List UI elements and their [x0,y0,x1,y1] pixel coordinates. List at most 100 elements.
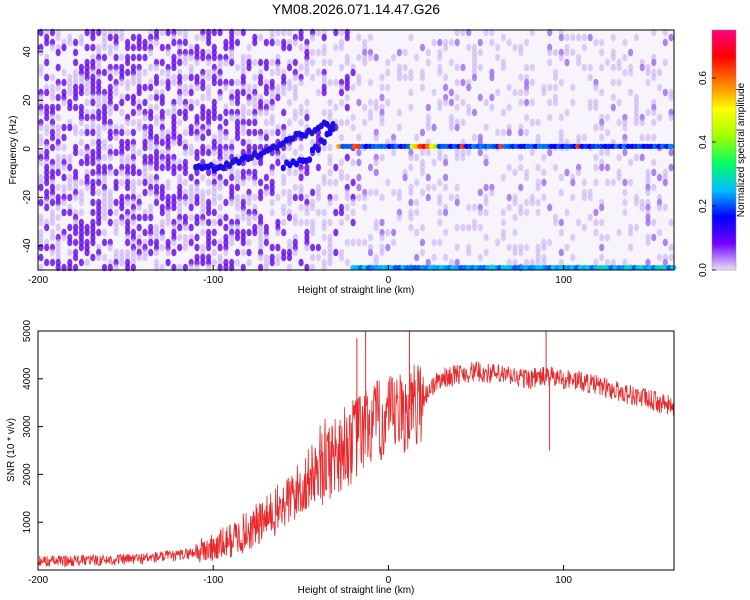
spectrogram-cell [437,38,443,47]
spectrogram-cell [73,228,79,237]
spectrogram-cell [628,178,634,187]
spectrogram-cell [136,148,142,157]
spectrogram-cell [44,243,50,252]
spectrogram-cell [263,108,269,117]
spectrogram-cell [55,213,61,222]
spectrogram-cell [130,43,136,52]
spectrogram-cell [419,223,426,232]
spectrogram-cell [448,193,454,202]
spectrogram-cell [483,158,489,167]
spectrogram-cell [518,163,524,172]
spectrogram-cell [229,98,235,107]
spectrogram-cell [443,83,449,92]
spectrogram-cell [113,183,119,192]
spectrogram-cell [292,113,298,122]
spectrogram-cell [107,108,113,117]
spectrogram-cell [234,203,241,212]
spectrogram-cell [298,33,304,42]
spectrogram-cell [90,208,96,217]
spectrogram-cell [633,33,640,42]
spectrogram-cell [668,93,674,102]
spectrogram-cell [651,108,657,117]
spectrogram-cell [576,218,582,227]
spectrogram-cell [466,83,472,92]
spectrogram-cell [327,78,333,87]
spectrogram-cell [246,108,252,117]
spectrogram-cell [125,143,131,152]
spectrogram-cell [119,178,125,187]
spectrogram-cell [454,198,460,207]
spectrogram-cell [344,203,350,212]
spectrogram-cell [188,103,194,112]
spectrogram-cell [651,118,657,127]
spectrogram-cell [344,153,350,162]
spectrogram-cell [269,168,275,177]
spectrogram-cell [67,163,73,172]
spectrogram-cell [229,238,235,247]
spectrogram-cell [211,198,217,207]
spectrogram-cell [414,133,420,142]
spectrogram-cell [356,193,362,202]
spectrogram-cell [570,233,576,242]
spectrogram-cell [211,218,217,227]
spectrogram-cell [177,223,183,232]
spectrogram-cell [177,243,183,252]
spectrogram-cell [593,208,599,217]
spectrogram-cell [182,168,188,177]
spectrogram-cell [581,178,588,187]
snr-x-ticks: -200 -100 0 100 [28,565,572,586]
spectrogram-cell [327,98,333,107]
spectrogram-cell [425,258,431,267]
spectrogram-cell [443,158,449,167]
spectrogram-cell [142,143,148,152]
spectrogram-cell [177,163,183,172]
spectrogram-cell [182,223,188,232]
spectrogram-cell [437,68,443,77]
spectrogram-cell [159,243,165,252]
spectrogram-cell [217,203,223,212]
spectrogram-cell [437,208,443,217]
spectrogram-cell [610,103,616,112]
spectrogram-cell [84,28,90,37]
spectrogram-cell [558,113,564,122]
spectrogram-cell [651,28,657,37]
spectrogram-cell [315,243,321,252]
spectrogram-cell [44,258,50,267]
spectrogram-y-tick-label: 0 [22,146,33,152]
spectrogram-cell [182,128,188,137]
spectrogram-cell [159,233,165,242]
spectrogram-cell [622,258,628,267]
spectrogram-cell [599,243,605,252]
converging_trace-blob [208,161,214,169]
spectrogram-cell [67,208,73,217]
spectrogram-cell [148,213,154,222]
spectrogram-cell [535,118,541,127]
spectrogram-cell [281,218,287,227]
spectrogram-cell [217,183,223,192]
spectrogram-cell [211,248,217,257]
spectrogram-cell [315,208,321,217]
spectrogram-cell [477,223,483,232]
spectrogram-cell [333,43,339,52]
spectrogram-cell [67,88,73,97]
spectrogram-cell [44,38,50,47]
spectrogram-cell [628,243,634,252]
spectrogram-cell [258,78,264,87]
spectrogram-cell [171,263,177,272]
spectrogram-cell [159,43,165,52]
spectrogram-cell [223,223,229,232]
spectrogram-cell [541,243,547,252]
spectrogram-cell [194,58,200,67]
spectrogram-cell [292,93,298,102]
spectrogram-cell [78,138,84,147]
spectrogram-cell [419,248,426,257]
spectrogram-cell [483,198,489,207]
converging_trace-blob [303,132,309,139]
spectrogram-cell [448,98,454,107]
spectrogram-cell [396,193,402,202]
spectrogram-cell [136,108,142,117]
spectrogram-cell [130,263,136,272]
spectrogram-cell [258,58,264,67]
spectrogram-cell [639,203,645,212]
spectrogram-cell [165,28,171,37]
